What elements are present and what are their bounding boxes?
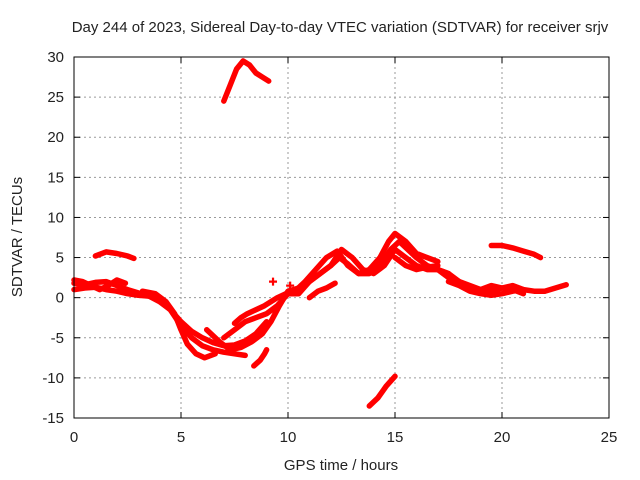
series-sat-g [221, 246, 452, 341]
x-tick-label: 15 [387, 429, 404, 446]
series-sat-p [392, 254, 441, 273]
data-layer [71, 58, 569, 409]
series-sat-e [92, 249, 137, 262]
isolated-point [269, 277, 278, 286]
series-sat-c [139, 288, 218, 361]
series-sat-i [435, 266, 569, 294]
x-tick-label: 25 [601, 429, 618, 446]
y-tick-label: 5 [56, 250, 64, 267]
y-tick-label: 10 [47, 209, 64, 226]
y-tick-label: -15 [42, 410, 64, 427]
series-sat-l [221, 58, 272, 104]
y-tick-label: 25 [47, 89, 64, 106]
y-tick-label: 20 [47, 129, 64, 146]
plot-frame [73, 56, 610, 419]
series-sat-m [366, 373, 398, 409]
series-sat-d [71, 277, 129, 293]
axis-layer: 0 5 10 15 20 25 -15 -10 -5 0 5 10 15 20 25 30 [42, 49, 617, 446]
x-tick-label: 5 [177, 429, 185, 446]
y-tick-label: 30 [47, 49, 64, 66]
x-axis-label: GPS time / hours [284, 457, 398, 474]
y-axis-label: SDTVAR / TECUs [9, 177, 26, 297]
series-sat-k [488, 242, 544, 261]
y-tick-label: -5 [51, 330, 64, 347]
chart-title: Day 244 of 2023, Sidereal Day-to-day VTE… [72, 19, 609, 36]
series-sat-o [306, 280, 338, 301]
y-tick-label: 0 [56, 290, 64, 307]
x-tick-label: 0 [70, 429, 78, 446]
x-tick-label: 20 [494, 429, 511, 446]
series-sat-n [251, 347, 270, 369]
y-tick-label: 15 [47, 169, 64, 186]
x-tick-label: 10 [280, 429, 297, 446]
series-sat-j [445, 278, 527, 299]
y-tick-label: -10 [42, 370, 64, 387]
isolated-point [286, 281, 295, 290]
grid-layer [74, 57, 609, 418]
